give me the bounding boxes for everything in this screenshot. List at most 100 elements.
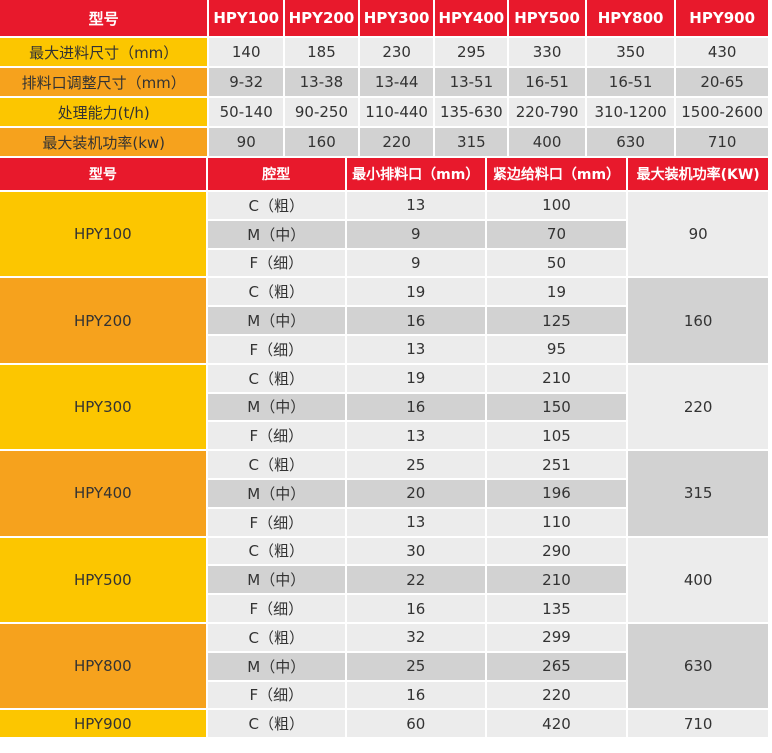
min-discharge: 16 (346, 595, 485, 622)
cavity-row: HPY100 C（粗） 13 100 90 (0, 192, 768, 277)
cavity-type: M（中） (207, 566, 345, 594)
row-label: 最大装机功率(kw) (0, 128, 208, 156)
cavity-type: F（细） (207, 422, 345, 450)
cavity-type: M（中） (207, 652, 345, 680)
cavity-type: F（细） (207, 508, 345, 536)
cavity-row: F（细） 9 50 (0, 249, 768, 277)
spec-value: 430 (676, 38, 768, 66)
spec-value: 185 (285, 38, 358, 66)
spec-value: 330 (509, 38, 585, 66)
cavity-type: C（粗） (207, 710, 345, 738)
cavity-row: M（中） 22 210 (0, 566, 768, 594)
cavity-row: F（细） 13 110 (0, 508, 768, 536)
cavity-row: M（中） 25 265 (0, 652, 768, 680)
spec-value: 400 (509, 128, 585, 156)
closed-side-feed: 105 (486, 422, 627, 450)
min-discharge: 32 (346, 623, 485, 651)
header-model: HPY900 (676, 0, 768, 36)
closed-side-feed: 100 (486, 192, 627, 219)
min-discharge: 22 (346, 566, 485, 594)
power-cell: 90 (628, 192, 768, 277)
cavity-row: F（细） 16 220 (0, 681, 768, 709)
model-cell: HPY200 (0, 278, 206, 363)
min-discharge: 9 (346, 220, 485, 248)
model-cell: HPY100 (0, 192, 206, 277)
closed-side-feed: 135 (486, 595, 627, 622)
column-header: 腔型 (207, 158, 345, 190)
closed-side-feed: 50 (486, 249, 627, 277)
cavity-table: 型号 腔型 最小排料口（mm） 紧边给料口（mm） 最大装机功率(KW) HPY100 C（… (0, 156, 770, 739)
spec-value: 9-32 (209, 68, 284, 96)
column-header: 紧边给料口（mm） (486, 158, 627, 190)
spec-value: 16-51 (586, 68, 675, 96)
min-discharge: 9 (346, 249, 485, 277)
power-cell: 710 (628, 710, 768, 738)
min-discharge: 13 (346, 508, 485, 536)
spec-value: 160 (285, 128, 358, 156)
spec-value: 315 (435, 128, 508, 156)
column-header: 最小排料口（mm） (346, 158, 485, 190)
spec-value: 13-44 (359, 68, 434, 96)
min-discharge: 60 (346, 710, 485, 738)
spec-row: 最大装机功率(kw) 90 160 220 315 400 630 710 (0, 128, 768, 156)
cavity-type: C（粗） (207, 278, 345, 306)
cavity-type: C（粗） (207, 537, 345, 565)
cavity-type: C（粗） (207, 451, 345, 478)
cavity-row: HPY800 C（粗） 32 299 630 (0, 623, 768, 709)
cavity-type: F（细） (207, 595, 345, 622)
spec-value: 220-790 (509, 98, 585, 126)
header-model-label: 型号 (0, 0, 208, 36)
cavity-type: C（粗） (207, 192, 345, 219)
cavity-type: M（中） (207, 220, 345, 248)
closed-side-feed: 210 (486, 566, 627, 594)
cavity-type: C（粗） (207, 364, 345, 392)
cavity-type: F（细） (207, 681, 345, 709)
header-model: HPY500 (509, 0, 585, 36)
closed-side-feed: 150 (486, 393, 627, 421)
closed-side-feed: 420 (486, 710, 627, 738)
spec-value: 350 (586, 38, 675, 66)
cavity-type: F（细） (207, 335, 345, 363)
closed-side-feed: 196 (486, 479, 627, 507)
closed-side-feed: 265 (486, 652, 627, 680)
spec-value: 630 (586, 128, 675, 156)
spec-table: 型号 HPY100 HPY200 HPY300 HPY400 HPY500 HPY800 HP… (0, 0, 770, 158)
cavity-row: F（细） 13 105 (0, 422, 768, 450)
closed-side-feed: 125 (486, 307, 627, 334)
column-header: 最大装机功率(KW) (628, 158, 768, 190)
model-cell: HPY300 (0, 364, 206, 450)
spec-value: 90 (209, 128, 284, 156)
spec-value: 710 (676, 128, 768, 156)
model-cell: HPY400 (0, 451, 206, 536)
min-discharge: 13 (346, 192, 485, 219)
spec-value: 13-38 (285, 68, 358, 96)
closed-side-feed: 19 (486, 278, 627, 306)
spec-value: 16-51 (509, 68, 585, 96)
power-cell: 160 (628, 278, 768, 363)
cavity-row: F（细） 13 95 (0, 335, 768, 363)
cavity-type: M（中） (207, 307, 345, 334)
cavity-row: HPY900 C（粗） 60 420 710 (0, 710, 768, 738)
spec-value: 90-250 (285, 98, 358, 126)
spec-value: 220 (359, 128, 434, 156)
header-model: HPY100 (209, 0, 284, 36)
cavity-row: M（中） 16 150 (0, 393, 768, 421)
cavity-row: HPY300 C（粗） 19 210 220 (0, 364, 768, 450)
power-cell: 220 (628, 364, 768, 450)
closed-side-feed: 210 (486, 364, 627, 392)
min-discharge: 19 (346, 364, 485, 392)
closed-side-feed: 251 (486, 451, 627, 478)
min-discharge: 13 (346, 422, 485, 450)
cavity-row: M（中） 16 125 (0, 307, 768, 334)
header-model: HPY200 (285, 0, 358, 36)
header-model: HPY400 (435, 0, 508, 36)
closed-side-feed: 299 (486, 623, 627, 651)
row-label: 最大进料尺寸（mm） (0, 38, 208, 66)
min-discharge: 25 (346, 451, 485, 478)
spec-value: 50-140 (209, 98, 284, 126)
spec-value: 140 (209, 38, 284, 66)
closed-side-feed: 70 (486, 220, 627, 248)
spec-value: 230 (359, 38, 434, 66)
cavity-row: F（细） 16 135 (0, 595, 768, 622)
